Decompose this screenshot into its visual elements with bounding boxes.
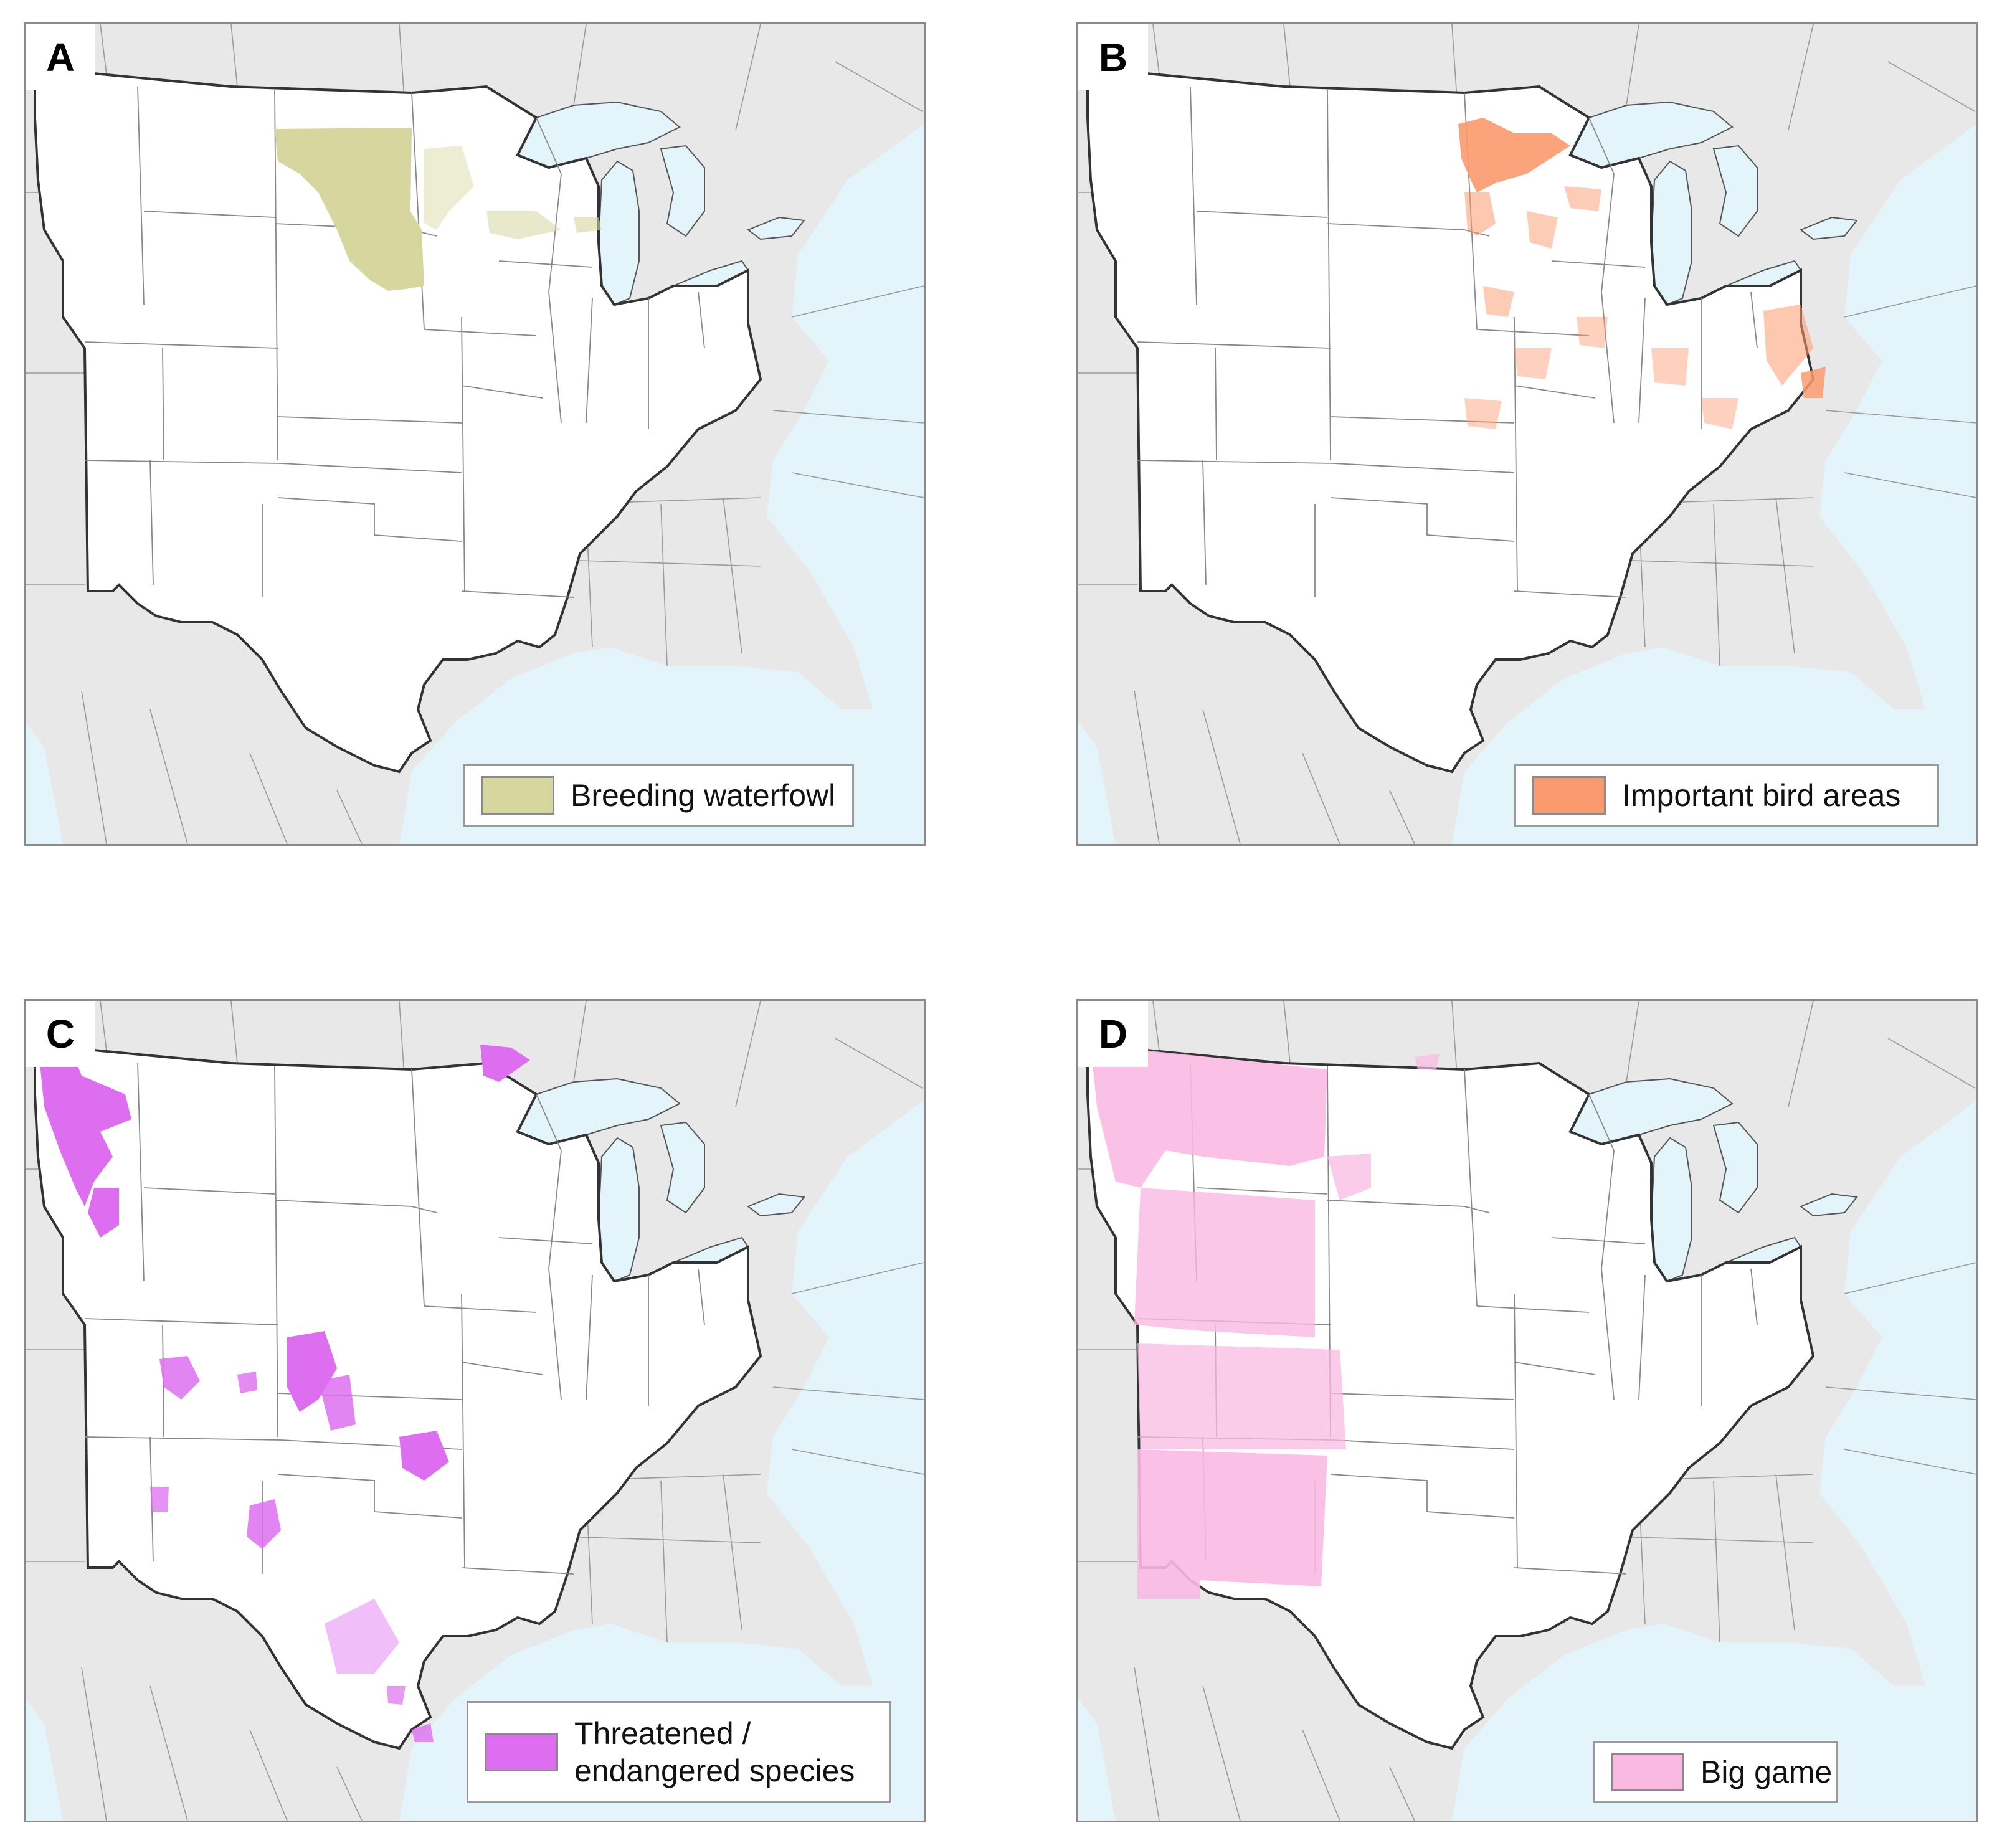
legend-swatch	[485, 1733, 558, 1771]
map-panel-a: A Breeding waterfowl	[24, 22, 926, 846]
legend: Breeding waterfowl	[463, 764, 854, 827]
breeding-waterfowl-areas	[275, 128, 602, 291]
map-a	[26, 24, 924, 844]
map-panel-b: B Important bird areas	[1076, 22, 1978, 846]
legend-label: Threatened / endangered species	[574, 1716, 855, 1788]
legend-label: Big game	[1701, 1755, 1833, 1789]
important-bird-areas	[1458, 118, 1826, 429]
legend: Threatened / endangered species	[467, 1701, 891, 1803]
threatened-endangered-species-areas	[38, 1045, 530, 1742]
legend-label: Breeding waterfowl	[571, 778, 836, 813]
big-game-areas	[1091, 1045, 1440, 1599]
legend-swatch	[1611, 1753, 1684, 1791]
map-d	[1078, 1001, 1976, 1821]
panel-letter: C	[26, 1001, 95, 1067]
map-panel-c: C Threatened / endangered species	[24, 999, 926, 1822]
legend: Important bird areas	[1514, 764, 1939, 827]
legend: Big game	[1593, 1741, 1838, 1803]
legend-label: Important bird areas	[1622, 778, 1901, 813]
map-panel-d: D Big game	[1076, 999, 1978, 1822]
panel-letter: B	[1078, 24, 1148, 90]
panel-letter: A	[26, 24, 95, 90]
map-b	[1078, 24, 1976, 844]
panel-letter: D	[1078, 1001, 1148, 1067]
legend-swatch	[1532, 776, 1606, 815]
legend-swatch	[481, 776, 554, 815]
map-c	[26, 1001, 924, 1821]
